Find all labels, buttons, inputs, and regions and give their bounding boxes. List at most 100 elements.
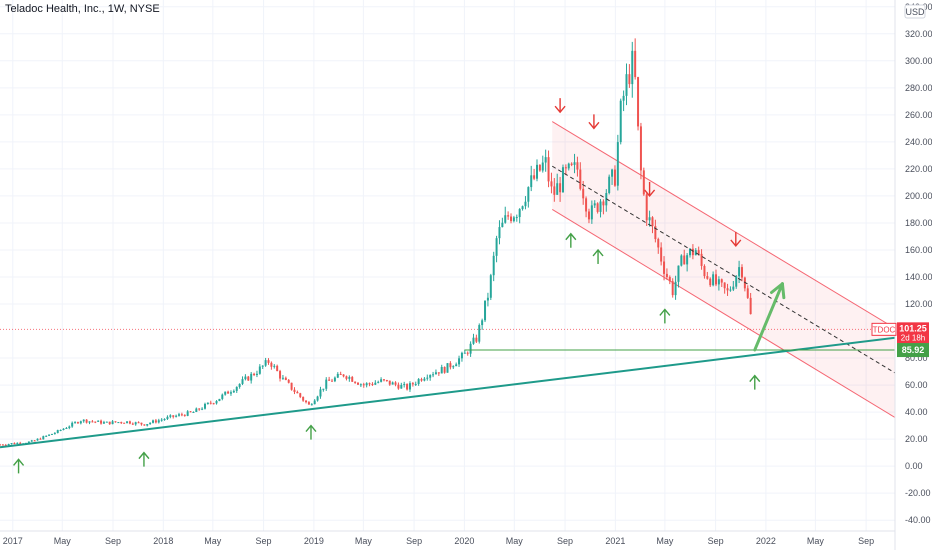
candle-body: [697, 250, 700, 254]
candle-body: [339, 373, 342, 375]
time-axis[interactable]: 2017 May Sep 2018 May Sep 2019 May Sep 2020 May Sep…: [3, 536, 874, 546]
candle-body: [82, 419, 85, 422]
candle-body: [189, 411, 192, 413]
candle-body: [209, 402, 212, 404]
up-arrow-head: [138, 451, 150, 460]
candle-body: [42, 436, 45, 440]
candle-body: [691, 248, 694, 256]
candle-body: [319, 389, 322, 397]
candle-body: [501, 222, 504, 228]
candle-body: [45, 435, 48, 437]
currency-box[interactable]: [904, 4, 926, 19]
candle-body: [276, 365, 279, 372]
candle-body: [446, 363, 449, 373]
candle-body: [100, 420, 103, 424]
up-arrow-head: [305, 424, 317, 433]
candle-body: [108, 421, 111, 425]
candle-body: [371, 383, 374, 385]
candle-body: [625, 74, 628, 96]
candle-body: [94, 421, 97, 423]
last-price-label: 101.25: [899, 323, 927, 333]
candle-body: [79, 421, 82, 424]
candle-body: [434, 372, 437, 375]
candle-body: [221, 394, 224, 399]
y-tick-label: 280.00: [905, 83, 932, 93]
candle-body: [336, 373, 339, 378]
candle-body: [362, 384, 365, 386]
candle-body: [746, 288, 749, 298]
candle-body: [126, 421, 129, 423]
candle-body: [68, 426, 71, 429]
candle-body: [0, 444, 1, 446]
candle-body: [680, 255, 683, 266]
candle-body: [368, 383, 371, 385]
candle-body: [654, 226, 657, 240]
candle-body: [527, 187, 530, 202]
candle-body: [290, 382, 293, 390]
candle-body: [56, 430, 59, 433]
candle-body: [192, 411, 195, 413]
x-tick-label: May: [355, 536, 373, 546]
candle-body: [498, 227, 501, 239]
down-arrow-head: [554, 105, 566, 114]
symbol-tag-label: TDOC: [873, 325, 896, 334]
candle-body: [495, 238, 498, 256]
down-arrow-head: [730, 239, 742, 248]
candle-body: [59, 429, 62, 431]
x-tick-label: May: [506, 536, 524, 546]
candle-body: [232, 390, 235, 393]
candle-body: [582, 188, 585, 199]
candle-body: [507, 215, 510, 217]
candle-body: [76, 422, 79, 424]
candle-body: [131, 423, 134, 425]
candle-body: [382, 379, 385, 381]
candle-body: [198, 408, 201, 410]
candle-body: [273, 365, 276, 367]
candle-body: [689, 248, 692, 256]
candle-body: [201, 408, 204, 410]
candle-body: [403, 384, 406, 386]
down-arrow-head: [644, 189, 656, 198]
candle-body: [553, 186, 556, 195]
candle-body: [573, 162, 576, 165]
x-tick-label: Sep: [557, 536, 573, 546]
candle-body: [596, 203, 599, 212]
candle-body: [88, 421, 91, 423]
candle-body: [163, 419, 166, 421]
candle-body: [357, 382, 359, 385]
candle-body: [639, 126, 642, 171]
y-tick-label: 60.00: [905, 380, 928, 390]
candle-body: [686, 255, 689, 265]
candle-body: [27, 441, 30, 444]
candle-body: [423, 378, 426, 381]
candle-body: [105, 421, 108, 423]
candle-body: [238, 383, 241, 387]
candle-body: [512, 217, 515, 222]
channel-midline: [552, 165, 896, 374]
candle-body: [717, 279, 720, 285]
candle-body: [663, 261, 666, 274]
up-arrow-head: [749, 374, 761, 383]
candle-body: [657, 239, 660, 248]
candle-body: [665, 273, 668, 278]
candle-body: [536, 164, 538, 179]
candle-body: [726, 288, 729, 291]
currency-label: USD: [905, 7, 925, 17]
candle-body: [400, 384, 403, 389]
candle-body: [140, 422, 143, 425]
candle-body: [611, 169, 614, 177]
y-tick-label: -20.00: [905, 488, 931, 498]
candle-body: [30, 440, 33, 442]
candle-body: [134, 422, 137, 425]
candle-body: [152, 420, 155, 423]
candle-body: [492, 255, 495, 276]
candle-body: [637, 77, 640, 127]
candle-body: [709, 278, 712, 286]
candle-body: [313, 400, 316, 405]
candle-body: [178, 414, 180, 416]
candle-body: [270, 362, 273, 367]
candle-body: [590, 205, 593, 220]
